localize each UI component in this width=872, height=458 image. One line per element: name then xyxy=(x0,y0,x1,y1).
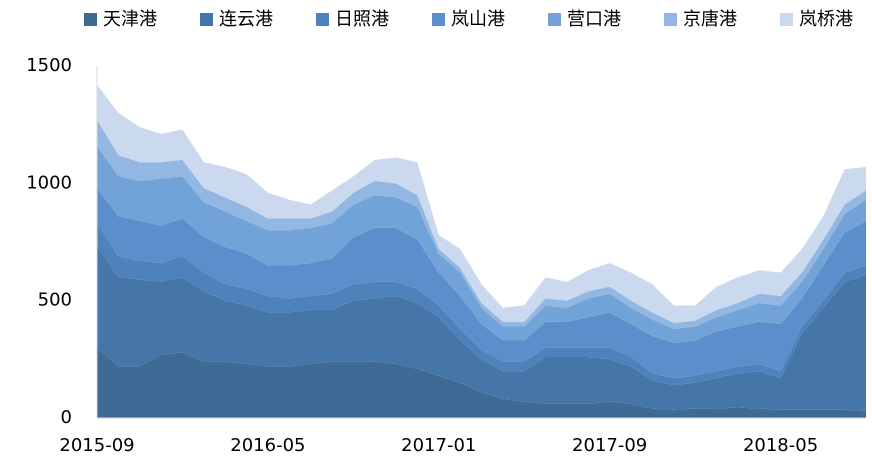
area xyxy=(97,84,866,323)
x-tick-label: 2017-01 xyxy=(401,435,476,456)
area xyxy=(97,223,866,386)
legend-swatch xyxy=(316,13,329,26)
y-tick-label: 1000 xyxy=(26,172,72,193)
legend-label: 日照港 xyxy=(335,9,389,30)
legend-swatch xyxy=(84,13,97,26)
legend-label: 京唐港 xyxy=(683,9,737,30)
x-tick-label: 2015-09 xyxy=(59,435,134,456)
area xyxy=(97,188,866,379)
y-tick-label: 500 xyxy=(38,290,72,311)
area xyxy=(97,246,866,411)
legend-swatch xyxy=(664,13,677,26)
legend-label: 营口港 xyxy=(567,9,621,30)
legend-label: 岚山港 xyxy=(451,9,505,30)
legend-label: 岚桥港 xyxy=(799,9,853,30)
area xyxy=(97,145,866,343)
legend-label: 天津港 xyxy=(103,9,157,30)
area xyxy=(97,347,866,418)
x-tick-label: 2016-05 xyxy=(230,435,305,456)
legend-swatch xyxy=(780,13,793,26)
y-tick-label: 1500 xyxy=(26,55,72,76)
x-tick-label: 2018-05 xyxy=(743,435,818,456)
y-tick-label: 0 xyxy=(61,407,72,428)
legend-swatch xyxy=(432,13,445,26)
x-tick-label: 2017-09 xyxy=(572,435,647,456)
legend-swatch xyxy=(548,13,561,26)
legend-label: 连云港 xyxy=(219,9,273,30)
legend-swatch xyxy=(200,13,213,26)
